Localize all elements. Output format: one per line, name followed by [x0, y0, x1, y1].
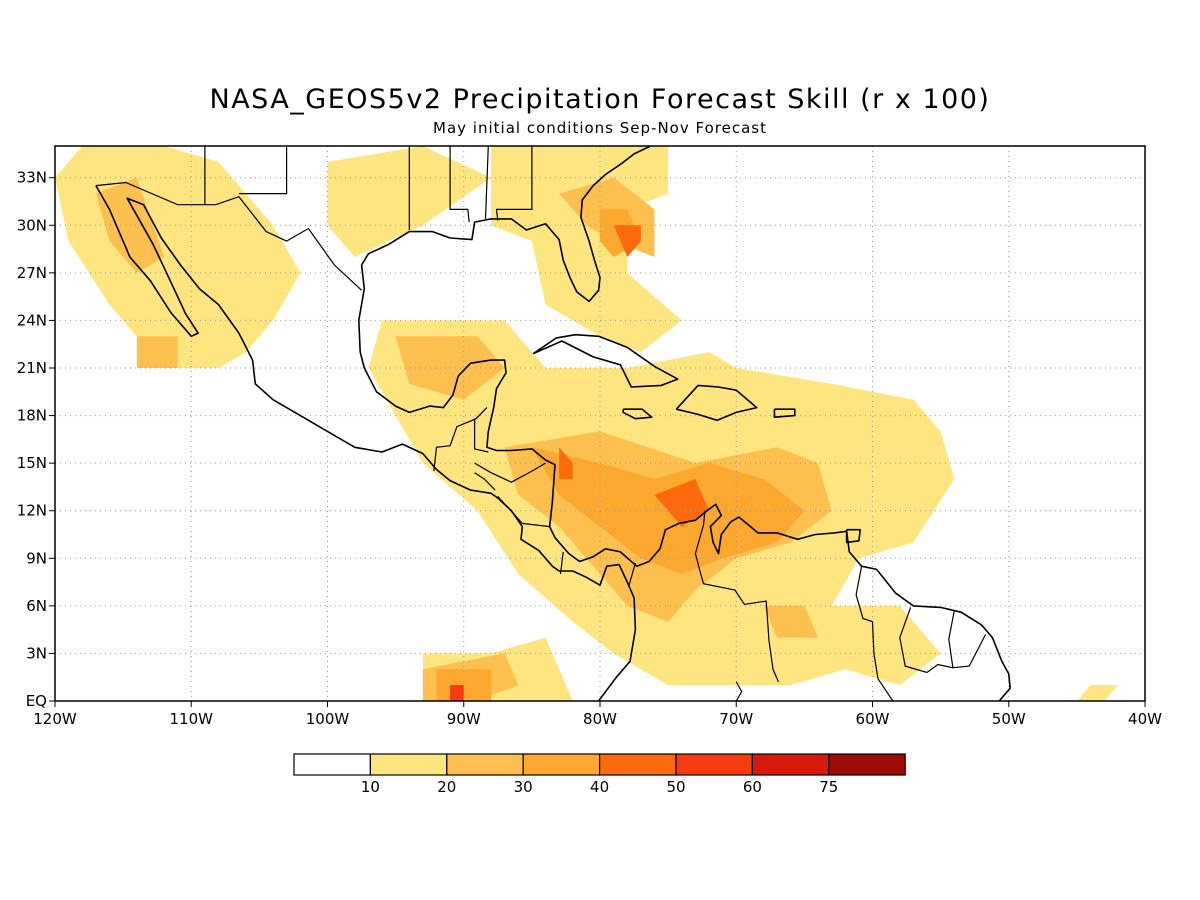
border-2 — [238, 146, 288, 195]
border-16 — [855, 566, 894, 701]
lat-tick-label: 6N — [26, 597, 47, 615]
lon-tick-label: 40W — [1128, 710, 1162, 728]
skill-region-12 — [763, 605, 818, 638]
skill-region-7 — [136, 336, 178, 368]
border-7 — [433, 407, 488, 472]
skill-shading — [55, 146, 1118, 701]
legend-swatch — [828, 753, 906, 776]
lat-tick-label: 9N — [26, 549, 47, 567]
lon-tick-label: 80W — [583, 710, 617, 728]
skill-region-17 — [613, 225, 641, 257]
border-12 — [559, 551, 564, 575]
lat-tick-label: 33N — [17, 169, 47, 187]
border-17 — [899, 607, 955, 674]
lat-tick-label: EQ — [26, 692, 47, 710]
legend-label: 60 — [743, 778, 762, 796]
coastline-5 — [622, 408, 653, 420]
legend-swatch — [675, 753, 754, 776]
lon-tick-label: 100W — [306, 710, 350, 728]
border-11 — [497, 495, 550, 528]
color-legend: 10 20 30 40 50 60 75 — [293, 753, 906, 796]
border-13 — [628, 562, 636, 587]
legend-swatch — [598, 753, 677, 776]
lon-tick-label: 50W — [992, 710, 1026, 728]
longitude-axis: 120W 110W 100W 90W 80W 70W 60W 50W 40W — [33, 701, 1162, 728]
legend-label: 75 — [819, 778, 838, 796]
legend-swatch — [293, 753, 372, 776]
border-18 — [952, 634, 987, 669]
lat-tick-label: 18N — [17, 407, 47, 425]
coastline-3 — [532, 333, 679, 388]
border-9 — [474, 472, 496, 491]
lon-tick-label: 60W — [856, 710, 890, 728]
border-8 — [474, 418, 489, 453]
latitude-axis: EQ 3N 6N 9N 12N 15N 18N 21N 24N 27N 30N 33N — [17, 169, 55, 710]
border-10 — [474, 462, 546, 483]
coastline-2 — [360, 146, 651, 303]
legend-label: 30 — [514, 778, 533, 796]
skill-region-19 — [450, 685, 464, 701]
border-4 — [449, 146, 470, 223]
lon-tick-label: 110W — [170, 710, 214, 728]
lat-tick-label: 12N — [17, 502, 47, 520]
lat-lon-grid — [55, 146, 1145, 701]
coastline-7 — [845, 528, 862, 544]
legend-swatch — [522, 753, 601, 776]
skill-region-0 — [55, 146, 301, 368]
lat-tick-label: 15N — [17, 454, 47, 472]
border-14 — [694, 510, 780, 683]
lon-tick-label: 120W — [33, 710, 77, 728]
legend-label: 50 — [666, 778, 685, 796]
skill-region-6 — [95, 177, 164, 273]
legend-swatch — [751, 753, 830, 776]
coastline-4 — [675, 384, 758, 422]
lon-tick-label: 70W — [719, 710, 753, 728]
legend-label: 10 — [361, 778, 380, 796]
border-0 — [95, 181, 363, 291]
lon-tick-label: 90W — [447, 710, 481, 728]
skill-region-5 — [1076, 685, 1118, 701]
lat-tick-label: 3N — [26, 644, 47, 662]
lat-tick-label: 27N — [17, 264, 47, 282]
map-title: NASA_GEOS5v2 Precipitation Forecast Skil… — [209, 84, 991, 115]
border-5 — [484, 146, 489, 219]
lat-tick-label: 24N — [17, 311, 47, 329]
skill-region-18 — [654, 479, 709, 527]
lat-tick-label: 30N — [17, 216, 47, 234]
legend-label: 40 — [590, 778, 609, 796]
border-15 — [735, 681, 743, 701]
legend-swatch — [369, 753, 448, 776]
coastline-0 — [95, 185, 637, 701]
map-subtitle: May initial conditions Sep-Nov Forecast — [433, 119, 767, 137]
legend-swatch — [446, 753, 524, 776]
border-6 — [495, 146, 533, 221]
political-borders — [95, 146, 987, 701]
lat-tick-label: 21N — [17, 359, 47, 377]
legend-label: 20 — [437, 778, 456, 796]
coastline-6 — [773, 408, 796, 419]
